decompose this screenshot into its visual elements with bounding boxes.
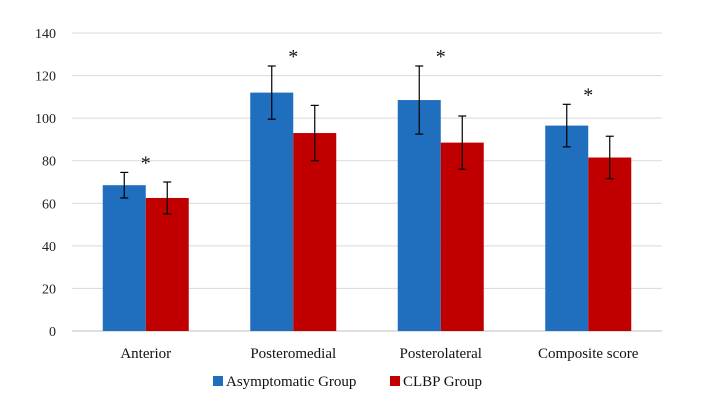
legend-swatch bbox=[390, 376, 400, 386]
bar-asymptomatic bbox=[102, 185, 146, 331]
y-tick-label: 80 bbox=[42, 155, 56, 170]
bar-clbp bbox=[145, 197, 189, 331]
x-category-label: Anterior bbox=[120, 346, 171, 362]
significance-asterisk: * bbox=[583, 84, 593, 106]
bars bbox=[102, 92, 632, 331]
bar-asymptomatic bbox=[397, 100, 441, 331]
bar-asymptomatic bbox=[250, 92, 294, 331]
y-tick-label: 120 bbox=[35, 70, 56, 85]
y-tick-label: 40 bbox=[42, 240, 56, 255]
x-category-label: Posterolateral bbox=[400, 346, 482, 362]
y-tick-label: 100 bbox=[35, 112, 56, 127]
significance-asterisk: * bbox=[141, 152, 151, 174]
bar-clbp bbox=[440, 142, 484, 331]
significance-asterisk: * bbox=[436, 46, 446, 68]
y-axis-ticks: 0 20 40 60 80 100 120 140 bbox=[35, 27, 56, 340]
bar-asymptomatic bbox=[545, 125, 589, 331]
bar-clbp bbox=[588, 157, 632, 331]
bar-clbp bbox=[293, 133, 337, 331]
legend-label: Asymptomatic Group bbox=[226, 374, 356, 390]
y-tick-label: 60 bbox=[42, 197, 56, 212]
legend: Asymptomatic Group CLBP Group bbox=[213, 374, 482, 390]
y-tick-label: 140 bbox=[35, 27, 56, 42]
significance-asterisk: * bbox=[288, 46, 298, 68]
legend-swatch bbox=[213, 376, 223, 386]
error-bars bbox=[120, 65, 614, 215]
y-tick-label: 20 bbox=[42, 282, 56, 297]
x-axis-categories: Anterior Posteromedial Posterolateral Compo… bbox=[120, 346, 638, 362]
significance-markers: * * * * bbox=[141, 46, 594, 174]
y-tick-label: 0 bbox=[49, 325, 56, 340]
x-category-label: Posteromedial bbox=[250, 346, 336, 362]
x-category-label: Composite score bbox=[538, 346, 639, 362]
legend-label: CLBP Group bbox=[403, 374, 482, 390]
